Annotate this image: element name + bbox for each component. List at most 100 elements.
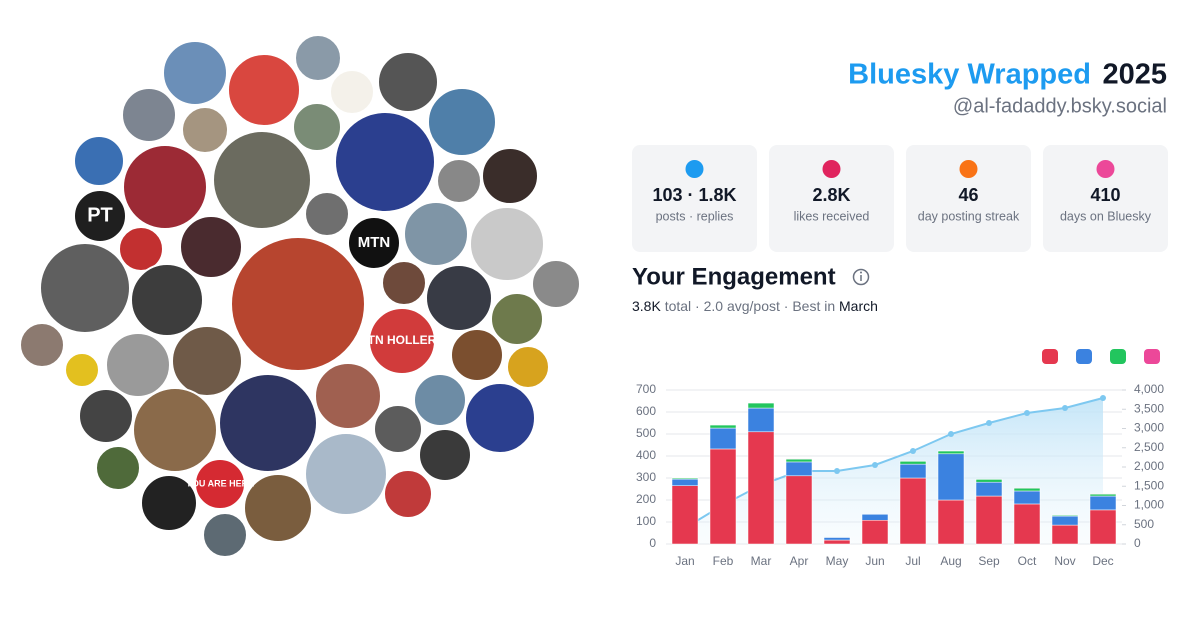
avatar[interactable] — [470, 207, 544, 281]
line-point — [1024, 410, 1030, 416]
avatar[interactable] — [180, 216, 242, 278]
stat-icon — [1097, 160, 1115, 178]
stat-label: posts · replies — [656, 209, 734, 223]
bar-segment — [672, 486, 698, 544]
legend-toggle[interactable] — [1144, 349, 1160, 364]
bar-segment — [976, 496, 1002, 544]
handle: @al-fadaddy.bsky.social — [953, 95, 1167, 117]
bar-segment — [710, 425, 736, 428]
avatar[interactable] — [507, 346, 549, 388]
avatar[interactable] — [374, 405, 422, 453]
year: 2025 — [1102, 59, 1167, 91]
avatar[interactable] — [482, 148, 538, 204]
avatar[interactable] — [123, 145, 207, 229]
avatar[interactable] — [532, 260, 580, 308]
avatar-label: MTN — [358, 234, 391, 251]
bar-segment — [1090, 510, 1116, 544]
x-tick-label: Feb — [713, 554, 734, 568]
y-tick-label: 100 — [636, 514, 656, 528]
bar-segment — [938, 451, 964, 454]
avatar[interactable] — [106, 333, 170, 397]
bar-segment — [786, 462, 812, 476]
avatar[interactable] — [426, 265, 492, 331]
line-point — [834, 468, 840, 474]
avatar[interactable] — [315, 363, 381, 429]
stat-icon — [686, 160, 704, 178]
avatar[interactable] — [335, 112, 435, 212]
avatar[interactable] — [163, 41, 227, 105]
bar-segment — [824, 540, 850, 544]
stat-label: day posting streak — [918, 209, 1020, 223]
bar-segment — [900, 464, 926, 478]
line-point — [1062, 405, 1068, 411]
avatar[interactable] — [96, 446, 140, 490]
bar-segment — [862, 514, 888, 520]
avatar[interactable] — [133, 388, 217, 472]
avatar[interactable] — [79, 389, 133, 443]
avatar[interactable] — [131, 264, 203, 336]
avatar[interactable] — [203, 513, 247, 557]
avatar[interactable] — [20, 323, 64, 367]
avatar[interactable] — [40, 243, 130, 333]
legend-toggle[interactable] — [1076, 349, 1092, 364]
bar-segment — [1090, 494, 1116, 496]
avatar-label: YOU ARE HERE — [186, 478, 254, 488]
stat-icon — [823, 160, 841, 178]
avatar[interactable] — [74, 136, 124, 186]
avatar[interactable] — [451, 329, 503, 381]
avatar[interactable] — [293, 103, 341, 151]
avatar[interactable] — [419, 429, 471, 481]
avatar[interactable] — [122, 88, 176, 142]
avatar[interactable] — [228, 54, 300, 126]
x-tick-label: Dec — [1092, 554, 1113, 568]
x-tick-label: Jan — [675, 554, 694, 568]
avatar[interactable] — [244, 474, 312, 542]
avatar[interactable] — [404, 202, 468, 266]
stat-value: 410 — [1090, 185, 1120, 205]
stat-label: days on Bluesky — [1060, 209, 1152, 223]
bar-segment — [900, 461, 926, 464]
avatar[interactable] — [437, 159, 481, 203]
y2-tick-label: 2,000 — [1134, 459, 1164, 473]
avatar[interactable] — [330, 70, 374, 114]
legend-toggle[interactable] — [1042, 349, 1058, 364]
x-tick-label: Mar — [751, 554, 772, 568]
stat-value: 2.8K — [812, 185, 850, 205]
line-point — [986, 420, 992, 426]
bar-segment — [1090, 496, 1116, 510]
y-tick-label: 0 — [649, 536, 656, 550]
bar-segment — [976, 479, 1002, 482]
legend-toggle[interactable] — [1110, 349, 1126, 364]
avatar[interactable] — [378, 52, 438, 112]
avatar[interactable] — [414, 374, 466, 426]
avatar[interactable] — [231, 237, 365, 371]
bar-segment — [1014, 504, 1040, 544]
y2-tick-label: 1,500 — [1134, 478, 1164, 492]
bar-segment — [748, 403, 774, 408]
info-icon[interactable] — [854, 270, 869, 285]
avatar[interactable] — [182, 107, 228, 153]
avatar[interactable] — [491, 293, 543, 345]
avatar[interactable] — [295, 35, 341, 81]
avatar[interactable] — [119, 227, 163, 271]
line-point — [910, 448, 916, 454]
avatar[interactable] — [213, 131, 311, 229]
line-point — [948, 431, 954, 437]
avatar[interactable] — [382, 261, 426, 305]
y2-tick-label: 3,000 — [1134, 421, 1164, 435]
avatar[interactable] — [305, 433, 387, 515]
avatar[interactable] — [305, 192, 349, 236]
avatar[interactable] — [219, 374, 317, 472]
avatar[interactable] — [465, 383, 535, 453]
x-tick-label: Jun — [865, 554, 884, 568]
avatar[interactable] — [172, 326, 242, 396]
stat-value: 103 · 1.8K — [652, 185, 736, 205]
avatar[interactable] — [384, 470, 432, 518]
avatar[interactable] — [65, 353, 99, 387]
bar-segment — [748, 432, 774, 544]
y-tick-label: 600 — [636, 404, 656, 418]
bar-segment — [1014, 491, 1040, 504]
avatar[interactable] — [428, 88, 496, 156]
bar-segment — [1052, 516, 1078, 525]
